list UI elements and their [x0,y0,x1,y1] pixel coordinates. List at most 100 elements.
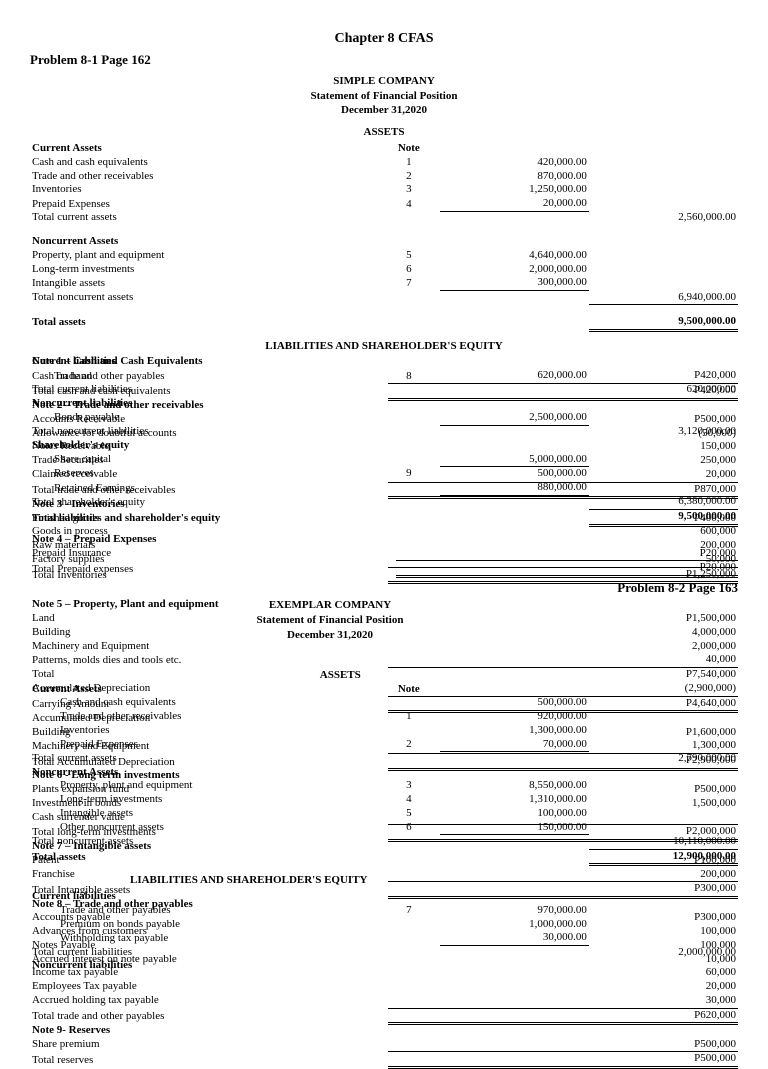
ex-top-v: 970,000.00 [440,904,589,918]
sc-v: 5,000,000.00 [440,453,589,467]
intangible-val: 300,000.00 [440,276,589,290]
intangible-note: 7 [378,276,440,290]
ex-pe-n: 2 [378,738,440,752]
inventories-note: 3 [378,183,440,197]
res-n: 9 [378,467,440,481]
note9-h: Note 9- Reserves [30,1024,388,1038]
tnca-val: 6,940,000.00 [589,291,738,305]
ti-l: Total Inventories [30,567,388,583]
tca-label: Total current assets [30,211,378,225]
rm-l: Raw materials [30,539,388,553]
ex-tr-v0: 500,000.00 [440,696,589,710]
rm-v: 200,000 [388,539,738,553]
cash-label: Cash and cash equivalents [30,156,378,170]
tr-l: Total reserves [30,1052,388,1068]
tp-v: 620,000.00 [440,369,589,383]
total-assets-val: 9,500,000.00 [589,315,738,330]
ex-tcl-l: Total current liabilities [30,946,378,960]
total-assets-label: Total assets [30,315,378,330]
ppe-label: Property, plant and equipment [30,249,378,263]
ex-ncl-h: Noncurrent liabilities [30,959,378,973]
note-col-h: Note [378,142,440,156]
ex-onc-v: 150,000.00 [440,821,589,835]
simple-company-header: SIMPLE COMPANY Statement of Financial Po… [30,74,738,119]
tse-l: Total shareholder's equity [30,495,378,509]
ex-ia-v: 100,000.00 [440,807,589,821]
liab-eq-layer: Current liabilities Trade and other paya… [30,355,738,527]
ex-tca-l: Total current assets [30,752,378,766]
ex-tnca-v: 10,110,000.00 [589,835,738,849]
overlay-region-2: Note 5 – Property, Plant and equipment L… [30,598,738,973]
exemplar-company: EXEMPLAR COMPANY [180,598,480,613]
ex-cl-h: Current liabilities [30,890,378,904]
ex-onc-n: 6 [378,821,440,835]
lti-note: 6 [378,263,440,277]
inventories-val: 1,250,000.00 [440,183,589,197]
ex-pbp-l: Premium on bonds payable [30,918,378,932]
tcl-l: Total current liabilities [30,383,378,397]
ex-inv-l: Inventories [30,724,378,738]
awt-v: 30,000 [388,994,738,1008]
liab-eq-heading: LIABILITIES AND SHAREHOLDER'S EQUITY [30,340,738,354]
ex-tcl-v: 2,000,000.00 [589,946,738,960]
exemplar-stmt: Statement of Financial Position [180,613,480,628]
statement-name: Statement of Financial Position [30,89,738,104]
ex-lti-v: 1,310,000.00 [440,793,589,807]
ex-top-l: Trade and other payables [30,904,378,918]
ncl-h: Noncurrent liabilities [30,397,378,411]
statement-date: December 31,2020 [30,103,738,118]
ex-assets-h: ASSETS [320,669,361,681]
ti-v: P1,250,000 [388,567,738,583]
ex-inv-v: 1,300,000.00 [440,724,589,738]
ex-cash-v: 920,000.00 [440,710,589,724]
ex-lti-n: 4 [378,793,440,807]
trade-rec-note: 2 [378,170,440,184]
ppe-note: 5 [378,249,440,263]
prepaid-note: 4 [378,197,440,211]
cl-h: Current liabilities [30,355,378,369]
tle-l: Total liabilities and shareholder's equi… [30,510,378,526]
tp-l: Trade and other payables [30,369,378,383]
exemplar-date: December 31,2020 [180,628,480,643]
trade-rec-label: Trade and other receivables [30,170,378,184]
ex-pe-v: 70,000.00 [440,738,589,752]
prepaid-label: Prepaid Expenses [30,197,378,211]
se-h: Shareholder's equity [30,439,378,453]
ex-tr-l: Trade and other receivables [30,710,378,724]
ttop-l: Total trade and other payables [30,1008,388,1024]
ex-ta-v: 12,900,000.00 [589,849,738,865]
ex-ia-l: Intangible assets [30,807,378,821]
tca-val: 2,560,000.00 [589,211,738,225]
ttop-v: P620,000 [388,1008,738,1024]
res-l: Reserves [30,467,378,481]
ex-ppe-v: 8,550,000.00 [440,779,589,793]
etp-v: 20,000 [388,980,738,994]
ex-tca-v: 2,790,000.00 [589,752,738,766]
re-v: 880,000.00 [440,481,589,495]
gip-l: Goods in process [30,525,388,539]
ex-tnca-l: Total noncurrent assets [30,835,378,849]
lti-label: Long-term investments [30,263,378,277]
current-assets-h: Current Assets [30,142,378,156]
ex-cash-l: Cash and cash equivalents [30,696,378,710]
trade-rec-val: 870,000.00 [440,170,589,184]
ppe-val: 4,640,000.00 [440,249,589,263]
ex-ppe-l: Property, plant and equipment [30,779,378,793]
tle-v: 9,500,000.00 [589,510,738,526]
res-v: 500,000.00 [440,467,589,481]
fs-v: 50,000 [388,553,738,567]
etp-l: Employees Tax payable [30,980,388,994]
assets-table: Current Assets Note Cash and cash equiva… [30,142,738,332]
ex-wtp-v: 30,000.00 [440,931,589,945]
chapter-title: Chapter 8 CFAS [30,30,738,48]
prepaid-val: 20,000.00 [440,197,589,211]
exemplar-layer: EXEMPLAR COMPANY Statement of Financial … [30,598,738,973]
sp-v: P500,000 [388,1038,738,1052]
cash-val: 420,000.00 [440,156,589,170]
ex-ia-n: 5 [378,807,440,821]
lti-val: 2,000,000.00 [440,263,589,277]
re-l: Retained Earnings [30,481,378,495]
cash-note: 1 [378,156,440,170]
ex-top-n: 7 [378,904,440,918]
tcl-v: 620,000.00 [589,383,738,397]
